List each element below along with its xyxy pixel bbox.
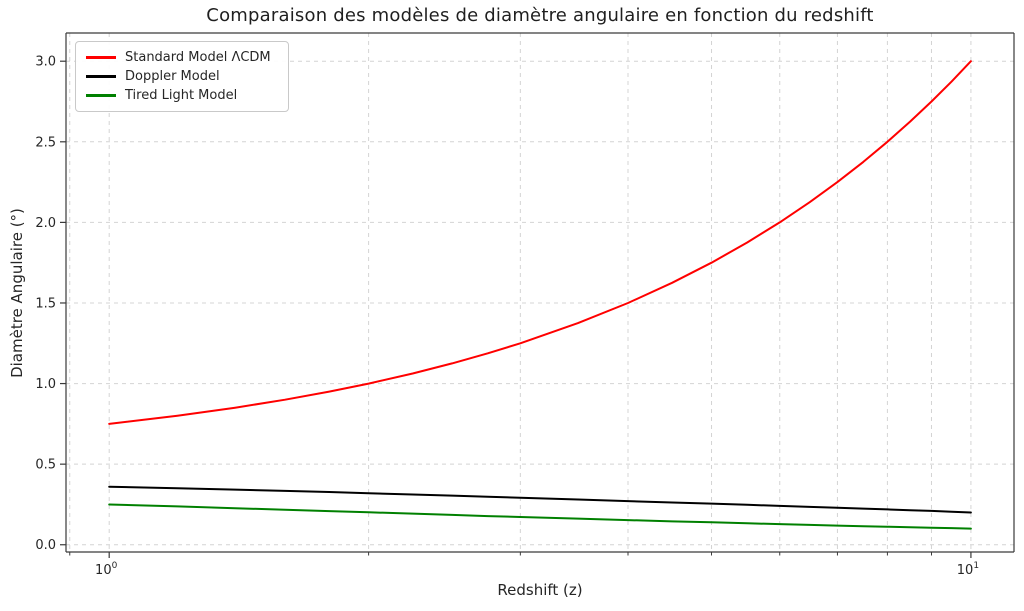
series-line-tired-light-model <box>108 503 972 530</box>
y-tick-label: 2.5 <box>35 135 56 150</box>
legend-item-doppler-model: Doppler Model <box>86 67 278 86</box>
y-tick-label: 1.0 <box>35 377 56 392</box>
legend-item-tired-light-model: Tired Light Model <box>86 86 278 105</box>
x-axis-label: Redshift (z) <box>497 581 583 599</box>
legend-line-tired-light-model <box>86 94 116 97</box>
legend-line-doppler-model <box>86 75 116 78</box>
y-tick-label: 0.5 <box>35 458 56 473</box>
y-tick-label: 1.5 <box>35 296 56 311</box>
chart-title: Comparaison des modèles de diamètre angu… <box>206 5 874 26</box>
y-tick-label: 3.0 <box>35 55 56 70</box>
y-tick-label: 0.0 <box>35 538 56 553</box>
legend-item-standard-model-lcdm: Standard Model ΛCDM <box>86 48 278 67</box>
legend-label: Standard Model ΛCDM <box>125 50 271 65</box>
legend-label: Tired Light Model <box>125 88 238 103</box>
legend: Standard Model ΛCDM Doppler Model Tired … <box>75 41 289 112</box>
x-tick-label: 101 <box>957 561 979 578</box>
series-line-doppler-model <box>108 485 972 514</box>
series-line-standard-model-cdm <box>108 60 972 425</box>
x-tick-label: 100 <box>95 561 118 578</box>
y-tick-label: 2.0 <box>35 216 56 231</box>
legend-label: Doppler Model <box>125 69 220 84</box>
legend-line-standard-model-lcdm <box>86 56 116 59</box>
y-axis-label: Diamètre Angulaire (°) <box>8 208 26 378</box>
